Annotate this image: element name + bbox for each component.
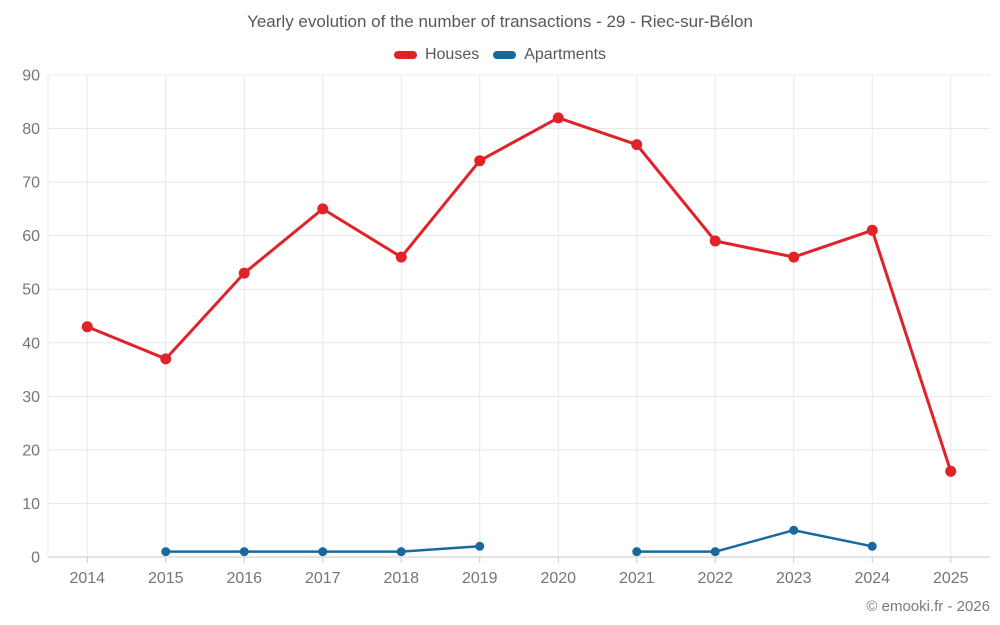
data-point-apartments-2018[interactable] [396,547,406,557]
x-tick-label: 2016 [226,570,262,587]
y-tick-label: 80 [22,121,40,138]
series-apartments [161,525,877,557]
legend-item-houses[interactable]: Houses [393,46,480,64]
y-gridlines [48,74,990,558]
data-point-houses-2015[interactable] [160,353,172,365]
data-point-houses-2023[interactable] [788,251,800,263]
data-point-houses-2016[interactable] [238,267,250,279]
data-point-houses-2019[interactable] [474,155,486,167]
data-point-houses-2025[interactable] [945,465,957,477]
x-tick-label: 2021 [619,570,655,587]
x-tick-label: 2020 [540,570,576,587]
x-axis-labels: 2014 2015 2016 2017 2018 2019 2020 2021 2022 2023… [69,570,968,587]
x-tick-label: 2023 [776,570,812,587]
x-tick-label: 2014 [69,570,105,587]
data-point-houses-2014[interactable] [81,321,93,333]
data-point-houses-2020[interactable] [552,112,564,124]
y-tick-label: 40 [22,335,40,352]
x-tick-label: 2015 [148,570,184,587]
data-point-houses-2024[interactable] [866,224,878,236]
series-houses-line [85,116,953,473]
data-point-apartments-2017[interactable] [318,547,328,557]
series-apartments-line [635,528,874,553]
x-tick-label: 2018 [383,570,419,587]
data-point-apartments-2021[interactable] [632,547,642,557]
data-point-apartments-2023[interactable] [789,525,799,535]
series-houses [81,112,957,477]
data-point-houses-2022[interactable] [709,235,721,247]
chart-footer: © emooki.fr - 2026 [866,598,990,615]
chart-legend: Houses Apartments [0,46,1000,64]
y-tick-label: 50 [22,282,40,299]
x-tick-label: 2022 [697,570,733,587]
x-tick-label: 2019 [462,570,498,587]
x-tick-label: 2025 [933,570,969,587]
legend-item-apartments[interactable]: Apartments [493,46,606,64]
data-point-apartments-2015[interactable] [161,547,171,557]
y-tick-label: 10 [22,496,40,513]
data-point-apartments-2024[interactable] [867,541,877,551]
legend-label-houses: Houses [424,46,480,63]
y-tick-label: 90 [22,68,40,85]
x-gridlines [47,75,952,563]
y-tick-label: 70 [22,175,40,192]
data-point-apartments-2022[interactable] [710,547,720,557]
y-tick-label: 0 [31,550,40,567]
data-point-houses-2018[interactable] [395,251,407,263]
data-point-apartments-2016[interactable] [239,547,249,557]
data-point-houses-2021[interactable] [631,139,643,151]
data-point-apartments-2019[interactable] [475,541,485,551]
y-tick-label: 60 [22,228,40,245]
x-tick-label: 2024 [854,570,890,587]
chart-title: Yearly evolution of the number of transa… [247,12,753,31]
x-tick-label: 2017 [305,570,341,587]
houses-swatch-icon [393,51,417,59]
y-axis-labels: 0 10 20 30 40 50 60 70 80 90 [22,68,40,567]
y-tick-label: 30 [22,389,40,406]
legend-label-apartments: Apartments [524,46,607,63]
data-point-houses-2017[interactable] [317,203,329,215]
apartments-swatch-icon [493,51,517,59]
y-tick-label: 20 [22,442,40,459]
